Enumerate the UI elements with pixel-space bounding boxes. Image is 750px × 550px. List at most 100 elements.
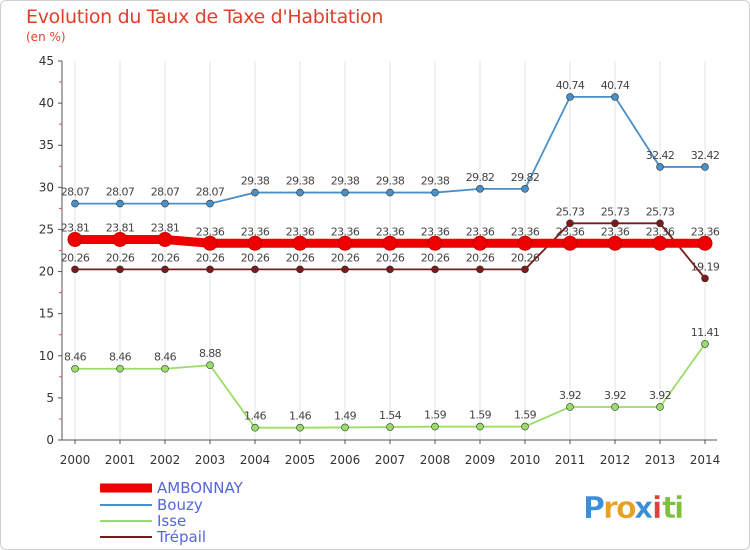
data-point-bouzy — [116, 199, 124, 208]
data-label-trépail: 20.26 — [511, 251, 540, 264]
logo-letter: o — [616, 491, 637, 526]
data-label-trépail: 19.19 — [691, 260, 720, 273]
data-point-trépail — [71, 265, 79, 274]
data-label-ambonnay: 23.36 — [196, 225, 225, 238]
data-label-trépail: 20.26 — [196, 251, 225, 264]
data-label-trépail: 20.26 — [421, 251, 450, 264]
x-tick-label: 2004 — [240, 453, 271, 467]
x-tick-label: 2009 — [465, 453, 496, 467]
data-point-trépail — [206, 265, 214, 274]
data-point-isse — [476, 422, 484, 431]
x-tick-label: 2008 — [420, 453, 451, 467]
data-label-trépail: 20.26 — [286, 251, 315, 264]
data-label-isse: 1.59 — [514, 409, 537, 422]
data-point-ambonnay — [517, 235, 533, 251]
data-label-bouzy: 29.38 — [331, 175, 360, 188]
data-point-isse — [566, 403, 574, 411]
data-label-isse: 3.92 — [604, 389, 626, 402]
data-label-bouzy: 29.38 — [376, 175, 405, 188]
y-tick-label: 40 — [39, 96, 54, 110]
data-label-ambonnay: 23.36 — [376, 225, 405, 238]
x-tick-label: 2007 — [375, 453, 406, 467]
data-label-isse: 8.46 — [154, 351, 177, 364]
logo-letter: x — [634, 491, 653, 526]
logo-letter: r — [603, 491, 618, 526]
logo-letter: t — [662, 491, 676, 526]
data-label-ambonnay: 23.36 — [466, 225, 495, 238]
data-point-ambonnay — [652, 235, 668, 251]
data-point-trépail — [341, 265, 349, 274]
x-tick-label: 2014 — [690, 453, 721, 467]
data-label-bouzy: 29.38 — [241, 175, 270, 188]
data-point-isse — [206, 361, 214, 370]
x-tick-label: 2001 — [105, 453, 136, 467]
data-point-isse — [116, 364, 124, 373]
data-label-trépail: 25.73 — [601, 205, 630, 218]
data-point-ambonnay — [112, 231, 128, 247]
data-point-ambonnay — [292, 235, 308, 251]
data-label-ambonnay: 23.36 — [556, 225, 585, 238]
data-point-bouzy — [251, 188, 259, 197]
data-point-isse — [296, 423, 304, 432]
y-tick-label: 0 — [46, 433, 54, 447]
data-point-ambonnay — [472, 235, 488, 251]
y-tick-label: 35 — [39, 138, 54, 152]
data-point-ambonnay — [607, 235, 623, 251]
data-point-trépail — [251, 265, 259, 274]
y-tick-label: 10 — [39, 349, 54, 363]
data-point-bouzy — [296, 188, 304, 197]
y-tick-label: 5 — [46, 391, 54, 405]
data-point-isse — [251, 423, 259, 432]
data-label-bouzy: 28.07 — [151, 186, 180, 199]
data-label-trépail: 25.73 — [556, 205, 585, 218]
y-tick-label: 30 — [39, 180, 54, 194]
data-label-bouzy: 29.38 — [421, 175, 450, 188]
data-point-bouzy — [341, 188, 349, 197]
data-label-bouzy: 40.74 — [601, 79, 630, 92]
data-label-ambonnay: 23.36 — [286, 225, 315, 238]
x-tick-label: 2006 — [330, 453, 361, 467]
data-label-isse: 3.92 — [559, 389, 581, 402]
chart-subtitle: (en %) — [26, 30, 66, 44]
logo-letter: P — [583, 491, 605, 526]
legend-label-trépail: Trépail — [156, 528, 206, 546]
data-label-isse: 1.46 — [244, 410, 267, 423]
data-label-bouzy: 28.07 — [196, 186, 225, 199]
data-label-isse: 11.41 — [691, 326, 720, 339]
legend-label-isse: Isse — [157, 512, 186, 530]
data-label-ambonnay: 23.36 — [511, 225, 540, 238]
data-point-isse — [386, 423, 394, 431]
data-label-trépail: 20.26 — [331, 251, 360, 264]
data-label-ambonnay: 23.81 — [61, 221, 90, 234]
data-label-ambonnay: 23.36 — [646, 225, 675, 238]
data-point-trépail — [476, 265, 484, 274]
data-label-bouzy: 28.07 — [106, 186, 135, 199]
data-point-ambonnay — [562, 235, 578, 251]
data-point-trépail — [611, 219, 619, 228]
data-point-isse — [656, 403, 664, 411]
data-point-bouzy — [521, 185, 529, 193]
y-tick-label: 25 — [39, 222, 54, 236]
data-point-isse — [161, 364, 169, 373]
logo-letter: i — [652, 491, 662, 526]
data-point-trépail — [566, 219, 574, 228]
y-tick-label: 20 — [39, 265, 54, 279]
x-tick-label: 2002 — [150, 453, 181, 467]
y-tick-label: 15 — [39, 307, 54, 321]
data-point-bouzy — [656, 163, 664, 171]
data-point-ambonnay — [337, 235, 353, 251]
data-label-bouzy: 29.38 — [286, 175, 315, 188]
data-point-isse — [341, 423, 349, 432]
x-tick-label: 2012 — [600, 453, 631, 467]
data-label-isse: 8.46 — [109, 351, 132, 364]
x-tick-label: 2000 — [60, 453, 91, 467]
x-tick-label: 2003 — [195, 453, 226, 467]
x-tick-label: 2005 — [285, 453, 316, 467]
data-point-ambonnay — [202, 235, 218, 251]
data-point-trépail — [701, 274, 709, 283]
data-label-ambonnay: 23.36 — [241, 225, 270, 238]
y-tick-label: 45 — [39, 54, 54, 68]
data-label-ambonnay: 23.36 — [331, 225, 360, 238]
data-label-trépail: 25.73 — [646, 205, 675, 218]
